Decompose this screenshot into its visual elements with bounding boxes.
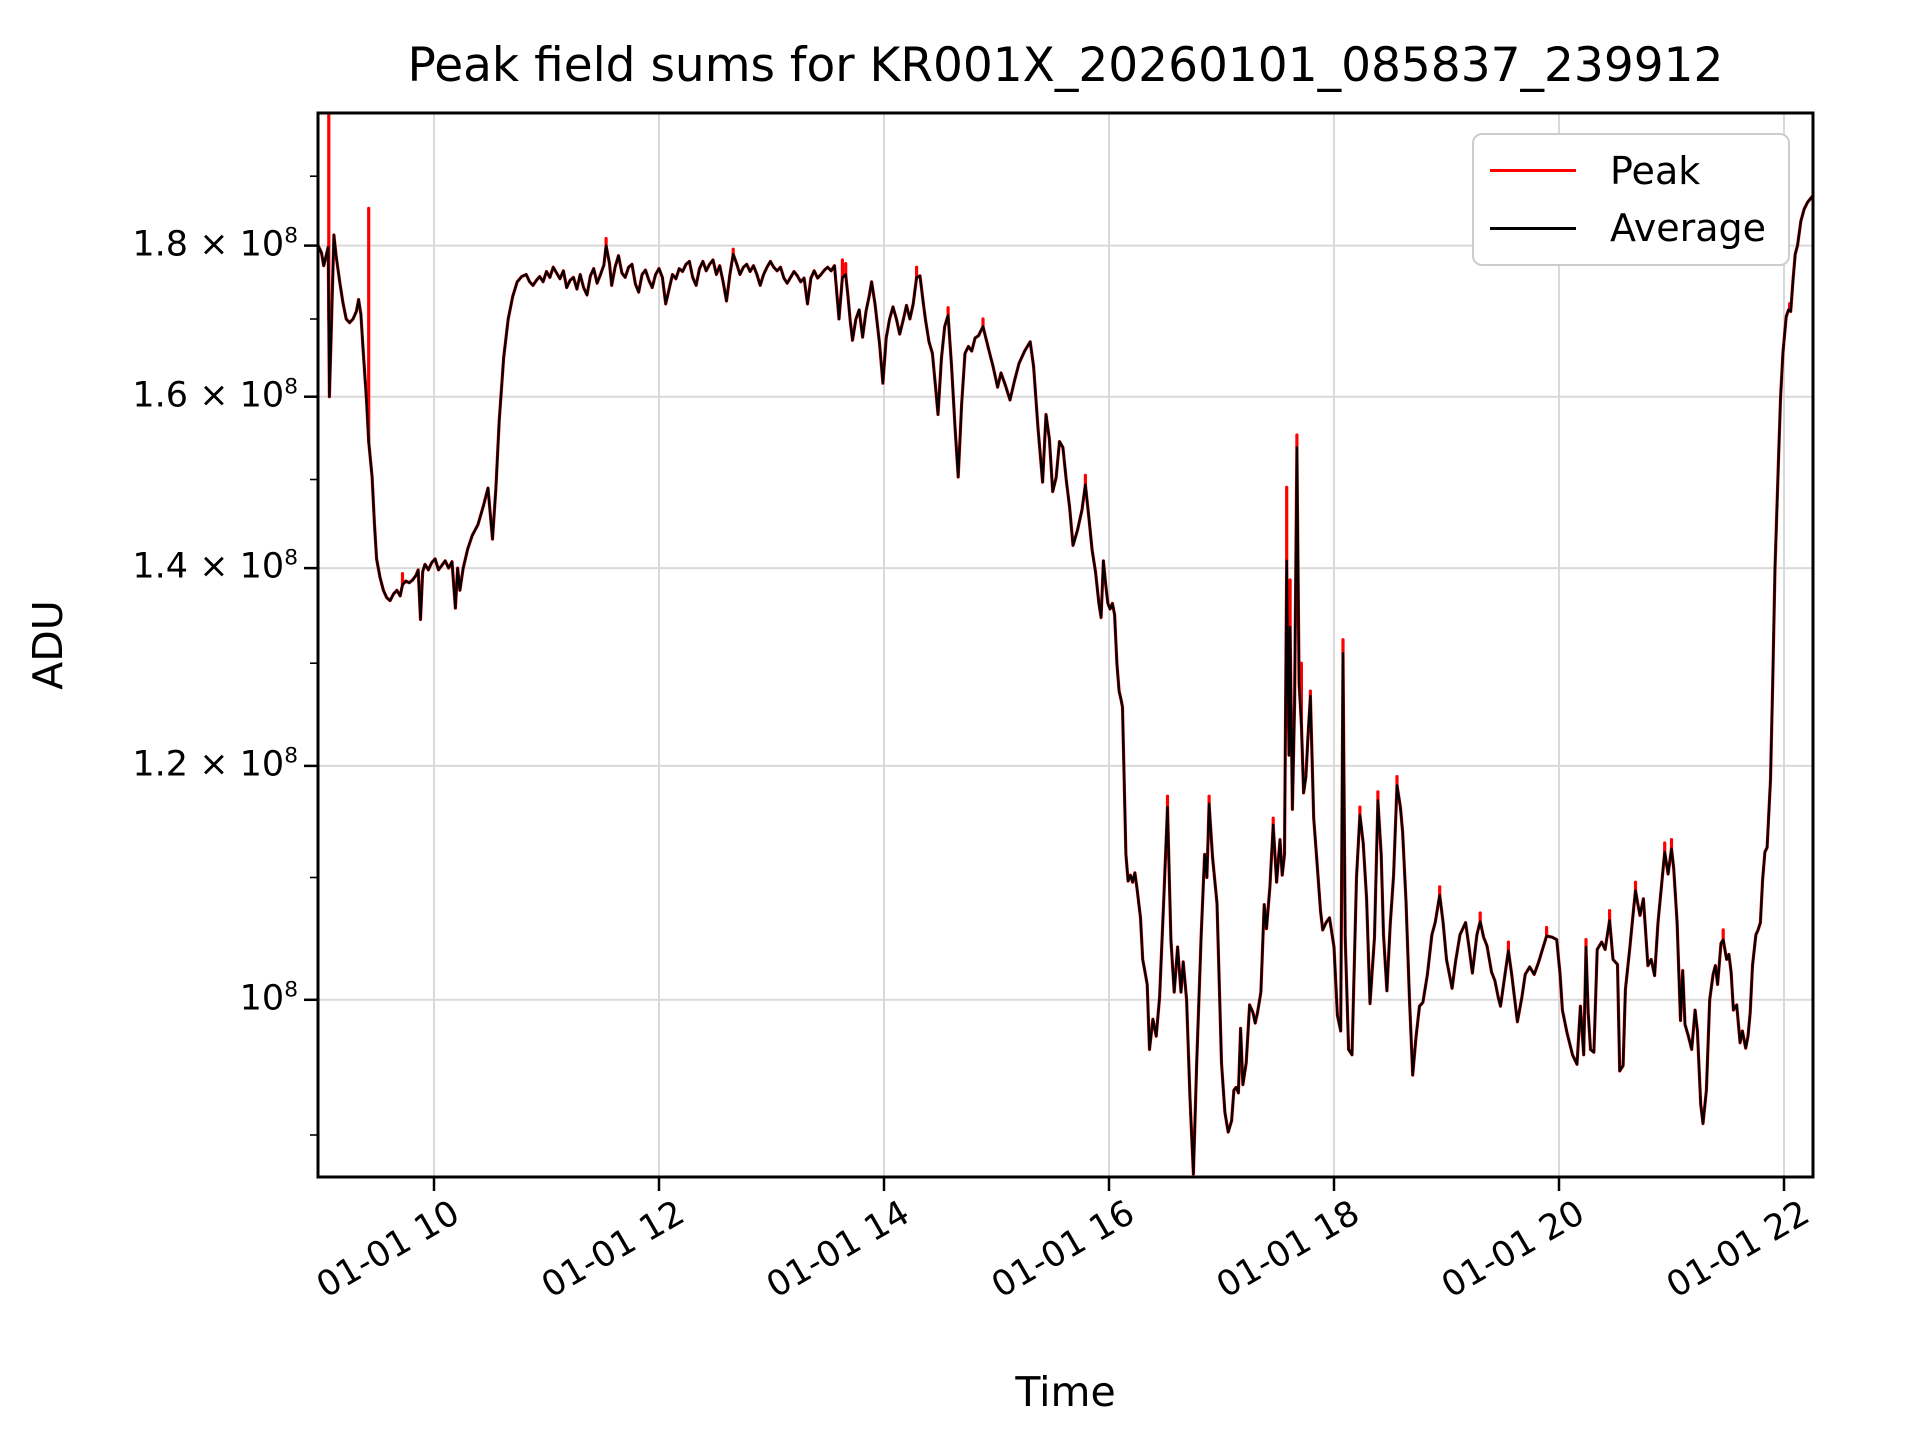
legend-label-peak: Peak <box>1610 148 1701 193</box>
chart-title: Peak field sums for KR001X_20260101_0858… <box>407 38 1724 93</box>
legend-label-average: Average <box>1610 206 1767 251</box>
y-tick-label: 1.4 × 108 <box>132 545 298 587</box>
legend: Peak Average <box>1472 133 1790 266</box>
y-axis-label: ADU <box>24 600 72 690</box>
y-tick-label: 1.2 × 108 <box>132 743 298 785</box>
legend-item-peak: Peak <box>1490 149 1788 193</box>
y-tick-label: 1.8 × 108 <box>132 223 298 265</box>
y-tick-label: 1.6 × 108 <box>132 374 298 416</box>
peak-line-swatch-icon <box>1490 169 1576 173</box>
legend-item-average: Average <box>1490 206 1788 250</box>
y-tick-label: 108 <box>239 977 298 1019</box>
x-axis-label: Time <box>1015 1368 1116 1416</box>
average-line-swatch-icon <box>1490 226 1576 230</box>
